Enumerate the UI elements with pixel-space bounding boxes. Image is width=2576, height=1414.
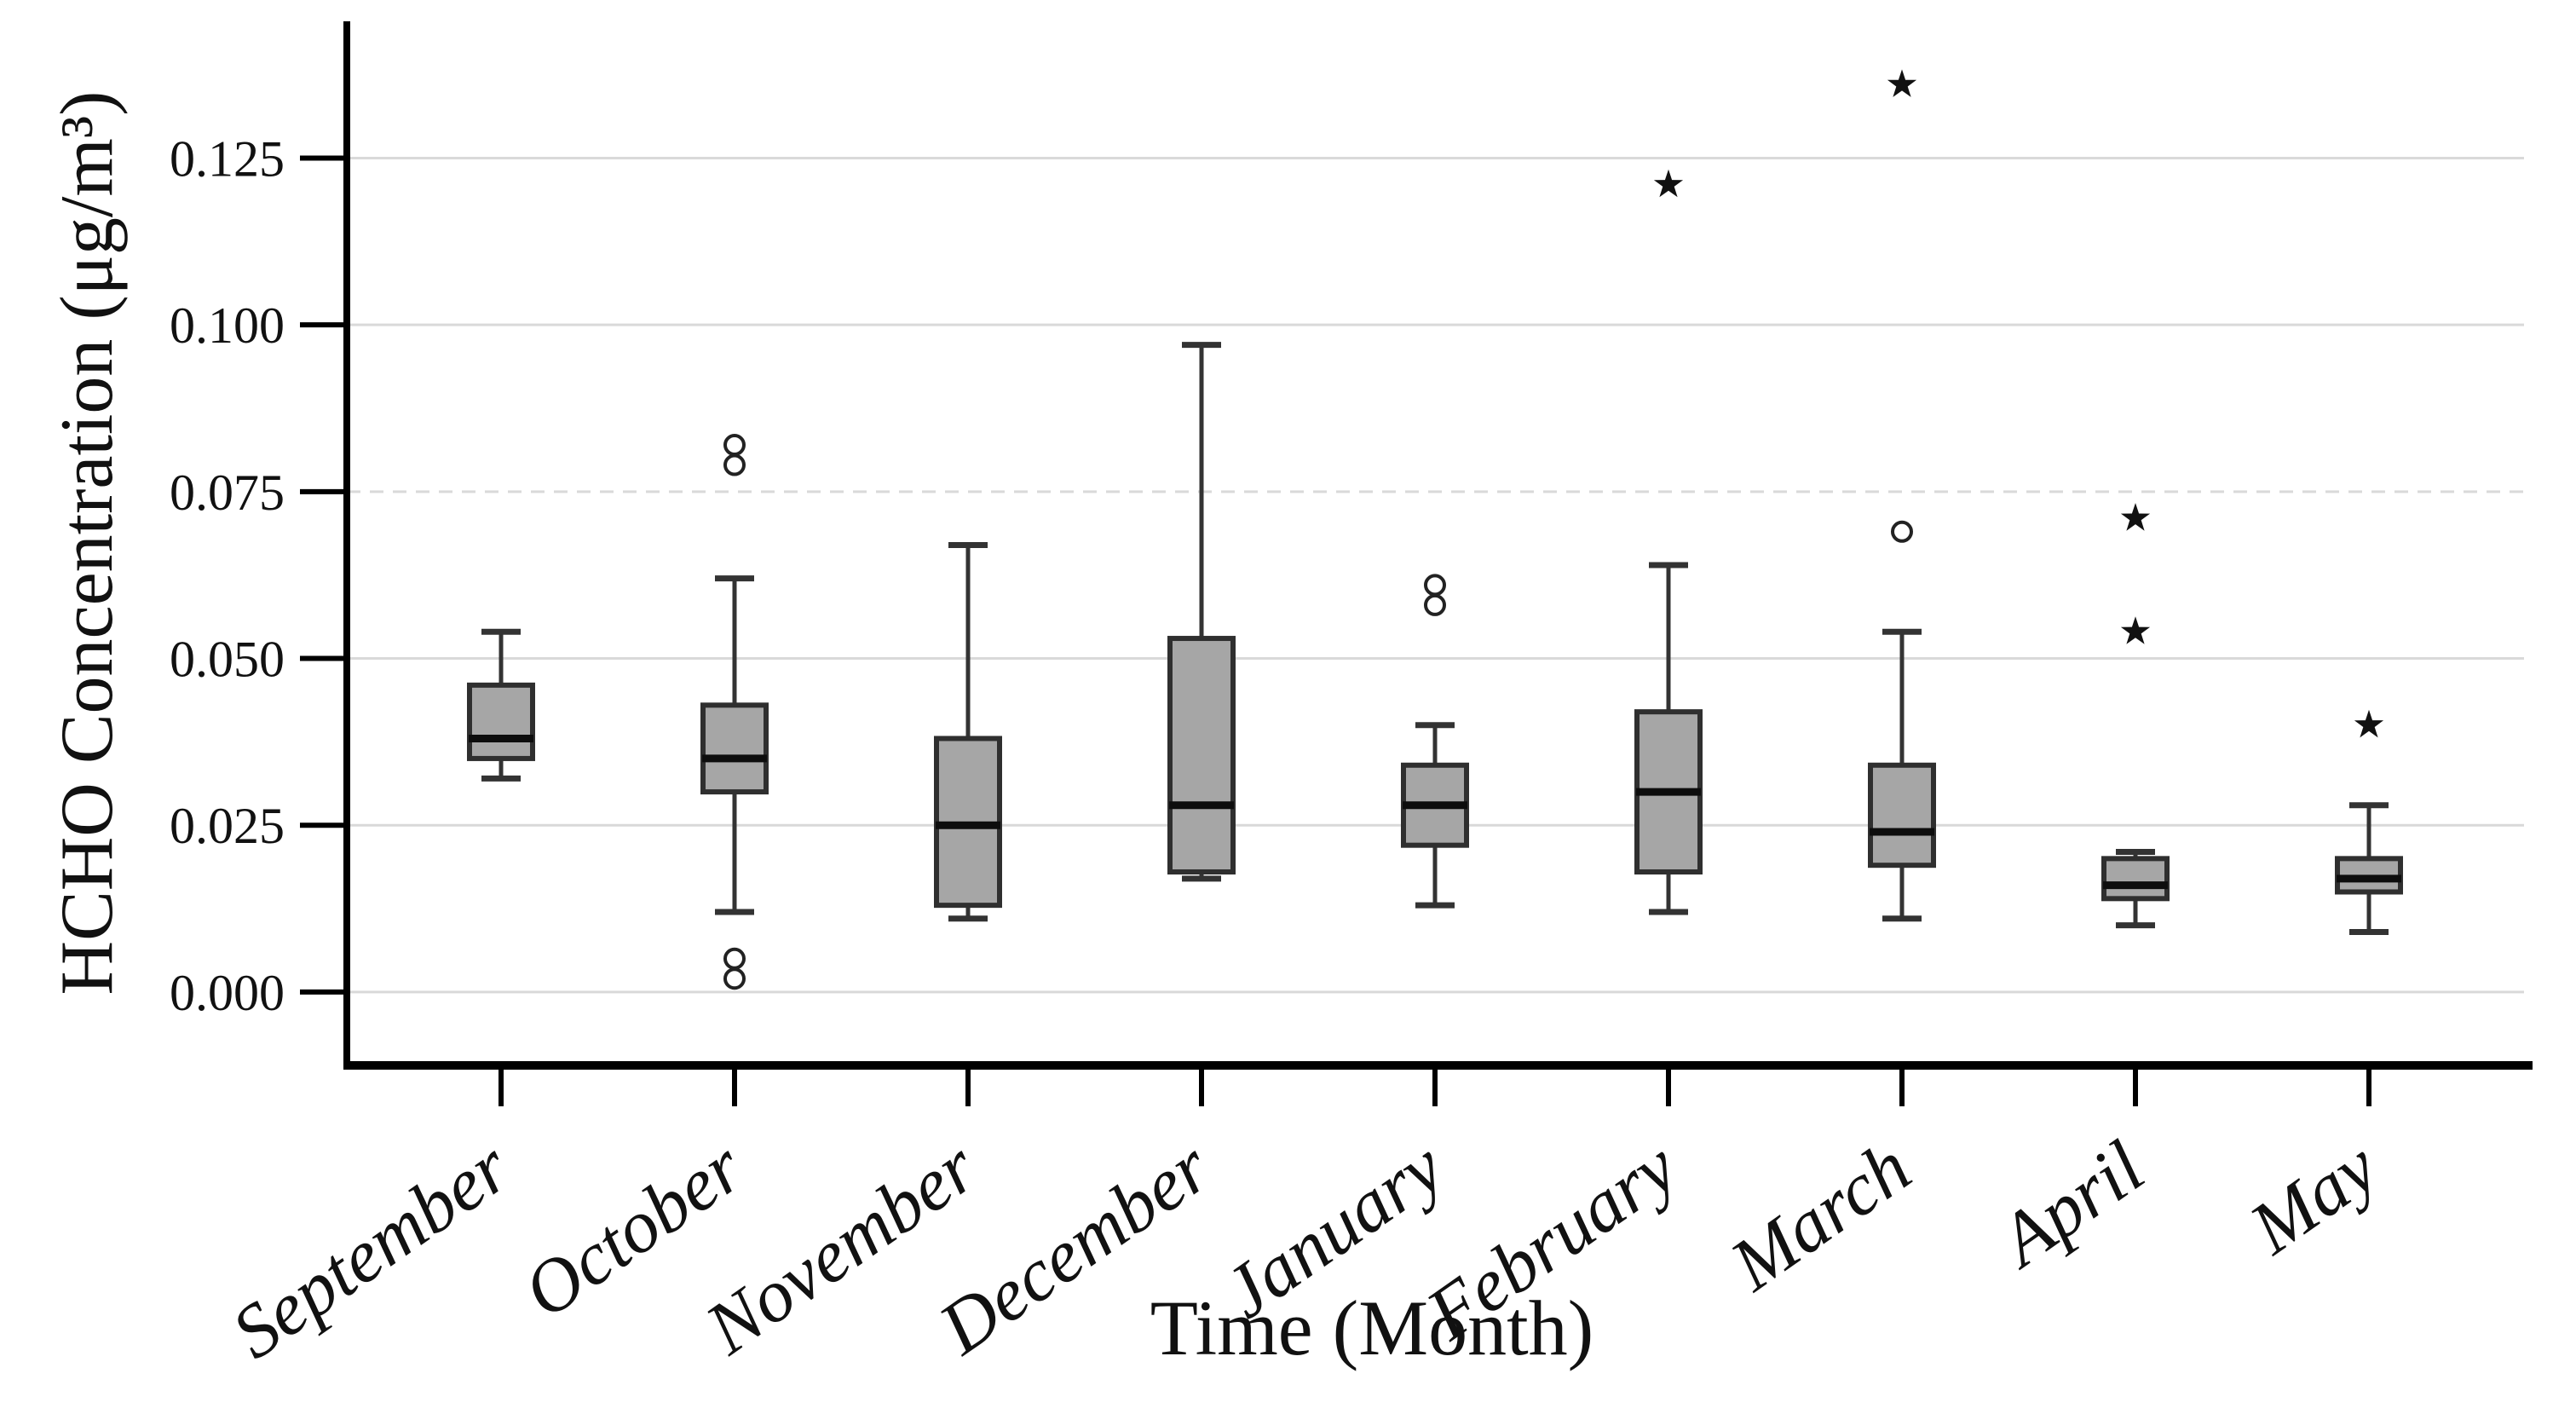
outlier-circle-March (1891, 520, 1913, 543)
x-tick-label-May: May (2234, 1125, 2393, 1271)
x-tick-label-March: March (1715, 1126, 1926, 1307)
y-tick-label-0.000: 0.000 (170, 965, 285, 1021)
y-tick-label-0.025: 0.025 (170, 798, 285, 854)
box-March (1868, 762, 1936, 869)
outlier-circle-October (723, 434, 746, 457)
outlier-star-April (2120, 616, 2151, 644)
x-tick-label-April: April (1982, 1126, 2159, 1284)
x-tick-label-September: September (218, 1125, 526, 1375)
outlier-circle-October (723, 947, 746, 970)
box-October (700, 702, 769, 795)
outlier-circle-January (1424, 593, 1446, 616)
outlier-circle-October (723, 967, 746, 990)
outlier-star-April (2120, 503, 2151, 531)
outlier-circle-October (723, 453, 746, 476)
box-December (1167, 636, 1236, 875)
y-tick-label-0.050: 0.050 (170, 632, 285, 688)
y-axis-title: HCHO Concentration (μg/m³) (46, 90, 129, 996)
y-tick-label-0.100: 0.100 (170, 297, 285, 354)
outlier-star-February (1653, 169, 1684, 198)
y-tick-label-0.125: 0.125 (170, 130, 285, 187)
box-September (467, 682, 535, 761)
outlier-circle-January (1424, 574, 1446, 597)
box-April (2101, 856, 2170, 902)
y-tick-label-0.075: 0.075 (170, 465, 285, 521)
x-axis-title: Time (Month) (1150, 1284, 1594, 1371)
outlier-star-May (2354, 709, 2384, 738)
outlier-star-March (1887, 69, 1917, 97)
